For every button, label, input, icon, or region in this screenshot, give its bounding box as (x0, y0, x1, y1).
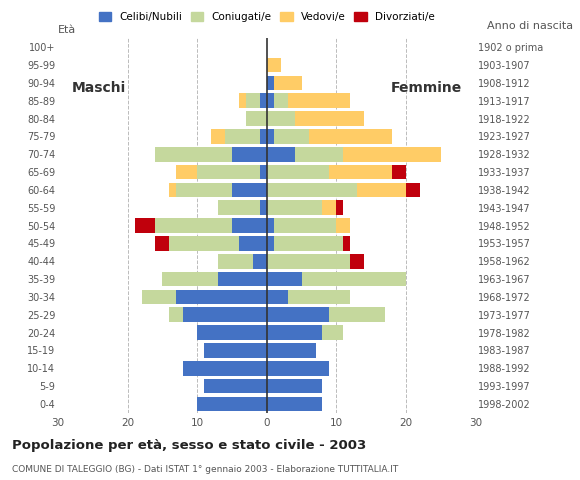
Bar (357, 182, 406, 197)
Bar (176, 165, 197, 180)
Bar (267, 236, 274, 251)
Bar (260, 129, 267, 144)
Bar (260, 165, 267, 180)
Bar (169, 307, 183, 322)
Bar (343, 147, 441, 162)
Bar (267, 165, 329, 180)
Bar (260, 201, 267, 215)
Bar (267, 289, 288, 304)
Bar (274, 129, 309, 144)
Bar (211, 129, 225, 144)
Bar (246, 94, 260, 108)
Bar (162, 272, 218, 287)
Bar (288, 289, 350, 304)
Bar (350, 254, 364, 269)
Bar (288, 94, 350, 108)
Text: Femmine: Femmine (390, 81, 462, 95)
Bar (267, 254, 350, 269)
Bar (267, 58, 281, 72)
Bar (302, 272, 406, 287)
Bar (343, 236, 350, 251)
Bar (267, 379, 322, 394)
Bar (232, 182, 267, 197)
Bar (225, 129, 260, 144)
Bar (267, 307, 329, 322)
Bar (392, 165, 406, 180)
Bar (329, 307, 385, 322)
Bar (406, 182, 420, 197)
Bar (267, 129, 274, 144)
Text: Maschi: Maschi (72, 81, 126, 95)
Bar (239, 94, 246, 108)
Bar (183, 361, 267, 375)
Bar (197, 396, 267, 411)
Bar (267, 396, 322, 411)
Bar (260, 94, 267, 108)
Legend: Celibi/Nubili, Coniugati/e, Vedovi/e, Divorziati/e: Celibi/Nubili, Coniugati/e, Vedovi/e, Di… (99, 12, 434, 22)
Bar (204, 343, 267, 358)
Bar (176, 289, 267, 304)
Bar (239, 236, 267, 251)
Text: Anno di nascita: Anno di nascita (487, 21, 573, 31)
Bar (204, 379, 267, 394)
Bar (218, 254, 253, 269)
Bar (155, 218, 232, 233)
Bar (329, 165, 392, 180)
Bar (322, 201, 336, 215)
Bar (267, 201, 322, 215)
Bar (267, 147, 295, 162)
Text: COMUNE DI TALEGGIO (BG) - Dati ISTAT 1° gennaio 2003 - Elaborazione TUTTITALIA.I: COMUNE DI TALEGGIO (BG) - Dati ISTAT 1° … (12, 465, 398, 474)
Bar (232, 218, 267, 233)
Text: Popolazione per età, sesso e stato civile - 2003: Popolazione per età, sesso e stato civil… (12, 439, 366, 452)
Bar (155, 147, 232, 162)
Bar (267, 182, 357, 197)
Bar (309, 129, 392, 144)
Bar (274, 76, 302, 90)
Bar (246, 111, 267, 126)
Bar (218, 201, 260, 215)
Bar (253, 254, 267, 269)
Bar (267, 218, 274, 233)
Bar (135, 218, 155, 233)
Bar (155, 236, 169, 251)
Bar (274, 94, 288, 108)
Bar (169, 236, 239, 251)
Bar (267, 272, 302, 287)
Bar (267, 111, 295, 126)
Bar (197, 325, 267, 340)
Bar (218, 272, 267, 287)
Bar (274, 218, 336, 233)
Bar (267, 343, 316, 358)
Bar (295, 147, 343, 162)
Bar (183, 307, 267, 322)
Bar (267, 325, 322, 340)
Bar (232, 147, 267, 162)
Bar (322, 325, 343, 340)
Bar (197, 165, 260, 180)
Bar (274, 236, 343, 251)
Bar (142, 289, 176, 304)
Bar (295, 111, 364, 126)
Bar (267, 361, 329, 375)
Bar (267, 94, 274, 108)
Bar (267, 76, 274, 90)
Bar (336, 218, 350, 233)
Bar (176, 182, 232, 197)
Bar (336, 201, 343, 215)
Bar (169, 182, 176, 197)
Text: Età: Età (58, 25, 76, 35)
